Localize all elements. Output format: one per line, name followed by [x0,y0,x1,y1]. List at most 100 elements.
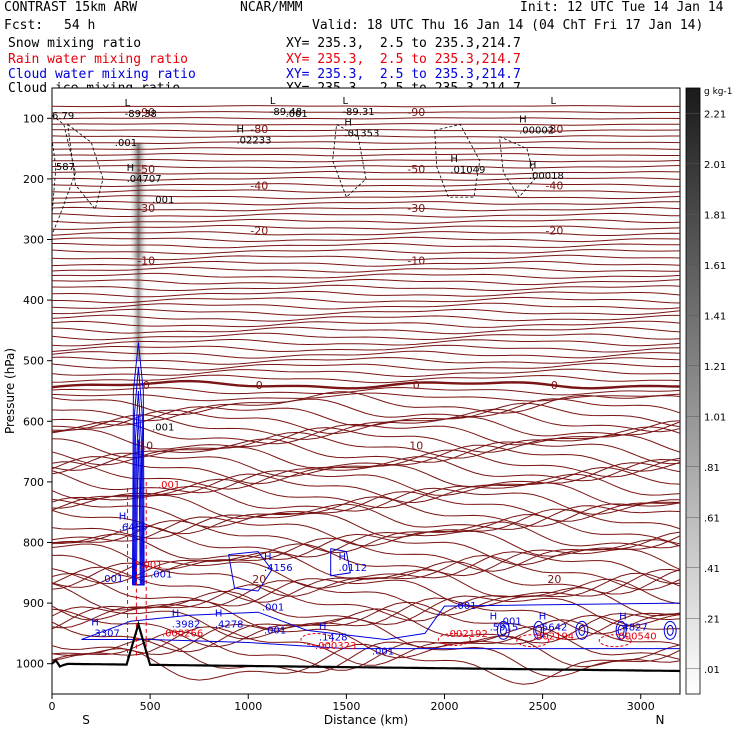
extremum-type-label: L [342,96,348,107]
isotherm-label: 0 [551,379,558,392]
x-tick-label: 2000 [431,700,459,713]
cloud-water-cell [499,624,507,636]
extremum-type-label: H [119,511,127,522]
isotherm-line [52,146,680,151]
isotherm-label: -40 [545,180,563,193]
cloud-water-cell [666,624,674,636]
colorbar-label: 1.81 [704,210,726,221]
isotherm-line [52,531,680,566]
isotherm-label: -80 [250,123,268,136]
isotherm-label: -30 [407,202,425,215]
isotherm-line [52,426,680,453]
extremum-type-label: H [236,125,244,136]
contour-value-label: .001 [152,195,174,206]
y-tick-label: 1000 [16,658,44,671]
isotherm-label: -80 [545,123,563,136]
isotherm-line [52,614,680,653]
isotherm-line [52,152,680,157]
isotherm-line [52,485,680,515]
isotherm-label: 0 [413,379,420,392]
isotherm-line [52,362,680,371]
y-tick-label: 500 [23,355,44,368]
extremum-type-label: H [215,608,223,619]
isotherm-line [52,189,680,194]
isotherm-line [52,236,680,243]
isotherm-label: 10 [139,440,153,453]
contour-value-label: .001 [372,647,394,658]
isotherm-line [52,224,680,230]
extremum-value-label: .1428 [319,633,348,644]
isotherm-line [52,314,680,322]
isotherm-line [52,296,680,304]
isotherm-line [52,183,680,188]
isotherm-label: -20 [545,224,563,237]
isotherm-line [52,117,680,120]
plot-label-group: -90 -90 -80 -80 -50 -50 -40 -40 -30 -30 -20 -20 -10 -… [52,96,657,657]
cloud-water-cell [578,624,586,636]
extremum-value-label: .4278 [215,619,244,630]
extremum-type-label: H [519,114,527,125]
colorbar-label: 1.41 [704,311,726,322]
isotherm-label: -10 [137,255,155,268]
field-name-snow: Snow mixing ratio [8,36,142,51]
colorbar-label: 2.21 [704,109,726,120]
contour-value-label: .001 [101,574,123,585]
contour-value-label: .001 [454,601,476,612]
extremum-type-label: H [450,154,458,165]
extremum-type-label: H [319,622,327,633]
fcst-label: Fcst: [4,18,44,33]
init-time: Init: 12 UTC Tue 14 Jan 14 [520,0,724,15]
isotherm-line [52,350,680,359]
isotherm-label: -40 [250,180,268,193]
cloud-water-cell [496,620,510,640]
cloud-water-cell [533,620,545,640]
isotherm-line [52,398,680,422]
isotherm-label: 20 [547,573,561,586]
isotherm-line [52,608,680,648]
isotherm-line [52,332,680,341]
isotherm-line [52,551,680,585]
isotherm-line [52,601,680,641]
isotherm-line [52,194,680,200]
isotherm-line [52,242,680,249]
y-tick-label: 700 [23,476,44,489]
isotherm-line [52,560,680,597]
extremum-value-label: .0112 [339,563,368,574]
isotherm-line [52,392,680,402]
isotherm-line [52,212,680,218]
cloud-water-contour [330,548,351,577]
extremum-type-label: H [490,611,498,622]
isotherm-line [52,177,680,181]
x-tick-label: 3000 [627,700,655,713]
isotherm-line [52,123,680,126]
cloud-water-contour [135,439,141,586]
isotherm-line [52,105,680,108]
field-xy-cloud-water: XY= 235.3, 2.5 to 235.3,214.7 [286,67,521,82]
isotherm-line [52,231,680,236]
y-axis-title: Pressure (hPa) [3,348,17,434]
cloud-ice-contour [434,123,481,198]
cloud-ice-contour [499,136,536,198]
x-tick-label: 0 [49,700,56,713]
isotherm-line [52,284,680,292]
isotherm-label: 20 [252,573,266,586]
isotherm-line [52,491,680,522]
isotherm-line [52,278,680,286]
isotherm-line [52,290,680,298]
cloud-ice-contour [332,124,367,198]
terrain-line [52,620,680,673]
isotherm-label: 10 [409,440,423,453]
isotherm-line [52,513,680,547]
extremum-type-label: H [339,552,347,563]
extremum-value-label: .00002 [519,125,554,136]
isotherm-line [52,438,680,466]
y-tick-label: 100 [23,112,44,125]
isotherm-line [52,525,680,558]
x-tick-label: 2500 [529,700,557,713]
extremum-type-label: H [91,617,99,628]
isotherm-label: -10 [407,255,425,268]
isotherm-line [52,374,680,384]
extremum-type-label: L [125,98,131,109]
y-tick-label: 900 [23,597,44,610]
terrain-group [52,620,680,673]
